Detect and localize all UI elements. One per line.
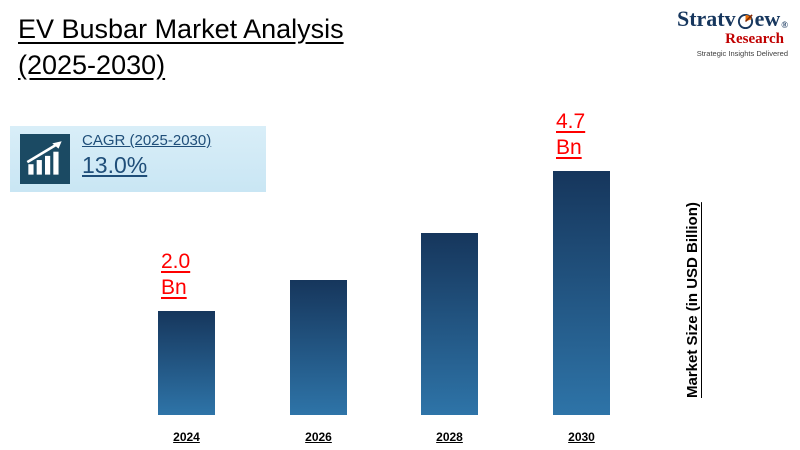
x-axis-label-2028: 2028: [436, 430, 463, 444]
logo-research-label: Research: [725, 31, 784, 47]
cagr-text-block: CAGR (2025-2030) 13.0%: [82, 132, 211, 179]
globe-dart-icon: [737, 13, 753, 30]
bar-2026: [290, 280, 347, 415]
bar-value-number: 2.0: [161, 250, 191, 273]
cagr-value: 13.0%: [82, 152, 148, 178]
logo-tagline: Strategic Insights Delivered: [696, 49, 788, 58]
x-axis-label-2024: 2024: [173, 430, 200, 444]
bar-2030: [553, 171, 610, 415]
bar-2028: [421, 233, 478, 415]
logo-brand-part2: ew: [754, 6, 781, 31]
bar-value-number: 4.7: [556, 110, 586, 133]
logo-brand-part1: Stratv: [676, 6, 736, 31]
bar-value-label-2030: 4.7 Bn: [556, 109, 585, 161]
growth-chart-icon: [20, 134, 70, 184]
cagr-callout-box: CAGR (2025-2030) 13.0%: [10, 126, 266, 192]
bar-value-unit: Bn: [556, 136, 582, 159]
page-title-line2: (2025-2030): [18, 49, 166, 80]
bar-chart: 2024 2.0 Bn 2026 2028 2030 4.7 Bn: [120, 100, 690, 450]
bar-value-unit: Bn: [161, 276, 187, 299]
page-title: EV Busbar Market Analysis (2025-2030): [18, 12, 344, 83]
bar-value-label-2024: 2.0 Bn: [161, 249, 190, 301]
logo-brand-name: Stratv ew ®: [677, 8, 788, 30]
stratview-logo: Stratv ew ® Research Strategic Insights …: [677, 8, 788, 59]
cagr-label: CAGR (2025-2030): [82, 132, 212, 149]
registered-mark: ®: [781, 20, 788, 30]
page-title-line1: EV Busbar Market Analysis: [18, 14, 344, 44]
y-axis-label: Market Size (in USD Billion): [684, 202, 701, 398]
x-axis-label-2030: 2030: [568, 430, 595, 444]
bar-2024: [158, 311, 215, 415]
x-axis-label-2026: 2026: [305, 430, 332, 444]
